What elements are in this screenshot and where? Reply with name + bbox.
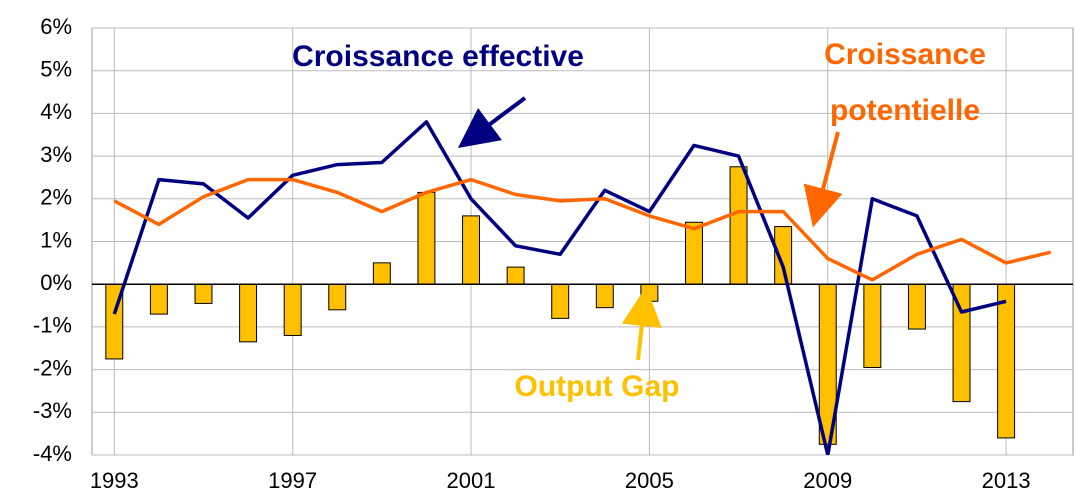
bar bbox=[506, 266, 525, 285]
arrow bbox=[457, 96, 527, 148]
annotation: Output Gap bbox=[515, 370, 680, 403]
bar bbox=[685, 221, 703, 285]
bar bbox=[729, 166, 748, 285]
annotation: potentielle bbox=[830, 94, 980, 127]
y-tick-label: 2% bbox=[40, 185, 72, 210]
annotation: Croissance bbox=[824, 38, 986, 71]
y-tick-label: 0% bbox=[40, 270, 72, 295]
x-tick-label: 1997 bbox=[268, 468, 317, 493]
y-tick-label: -1% bbox=[33, 313, 72, 338]
x-tick-label: 2005 bbox=[625, 468, 674, 493]
x-tick-label: 2009 bbox=[803, 468, 852, 493]
line bbox=[113, 177, 1052, 282]
bar bbox=[462, 215, 480, 285]
y-tick-label: -4% bbox=[33, 441, 72, 466]
bar bbox=[194, 283, 213, 304]
bar bbox=[149, 283, 168, 315]
line bbox=[112, 120, 1007, 455]
x-tick-label: 2001 bbox=[447, 468, 496, 493]
bar bbox=[551, 283, 570, 319]
bar bbox=[372, 262, 391, 285]
bar bbox=[595, 283, 614, 309]
x-tick-label: 1993 bbox=[90, 468, 139, 493]
bar bbox=[417, 191, 436, 285]
bar bbox=[640, 283, 659, 302]
y-tick-label: 3% bbox=[40, 142, 72, 167]
y-tick-label: 4% bbox=[40, 99, 72, 124]
y-tick-label: -2% bbox=[33, 355, 72, 380]
arrow bbox=[803, 131, 843, 228]
bar bbox=[328, 283, 347, 311]
bar bbox=[863, 283, 882, 368]
y-tick-label: 6% bbox=[40, 14, 72, 39]
bar bbox=[997, 283, 1016, 439]
y-tick-label: -3% bbox=[33, 398, 72, 423]
annotation: Croissance effective bbox=[292, 40, 584, 73]
y-tick-label: 1% bbox=[40, 227, 72, 252]
x-tick-label: 2013 bbox=[982, 468, 1031, 493]
arrow bbox=[621, 286, 662, 361]
bar bbox=[239, 283, 258, 343]
bar bbox=[283, 283, 302, 336]
bar bbox=[907, 283, 926, 330]
y-tick-label: 5% bbox=[40, 57, 72, 82]
